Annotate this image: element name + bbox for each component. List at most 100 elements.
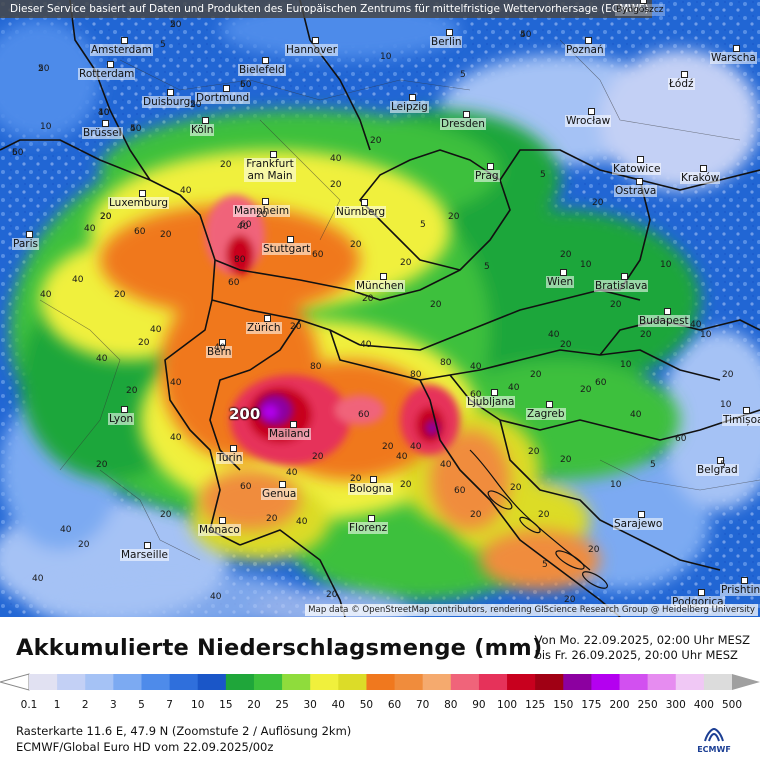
scale-swatch [619, 674, 649, 690]
scale-label: 15 [219, 699, 233, 711]
city-label[interactable]: Leipzig [390, 94, 429, 113]
city-label[interactable]: Poznań [565, 37, 605, 56]
contour-value: 20 [160, 230, 172, 240]
contour-value: 20 [400, 258, 412, 268]
contour-value: 40 [84, 224, 96, 234]
contour-value: 60 [470, 390, 482, 400]
scale-swatch [478, 674, 508, 690]
city-label[interactable]: Bern [206, 339, 233, 358]
contour-value: 20 [266, 514, 278, 524]
scale-swatch [141, 674, 171, 690]
contour-value: 60 [240, 220, 252, 230]
city-label[interactable]: Dresden [440, 111, 486, 130]
contour-value: 5 [170, 20, 176, 30]
city-label[interactable]: Zagreb [526, 401, 566, 420]
precipitation-map[interactable]: Dieser Service basiert auf Daten und Pro… [0, 0, 760, 617]
contour-value: 20 [160, 510, 172, 520]
contour-value: 5 [540, 170, 546, 180]
city-label[interactable]: Lyon [108, 406, 135, 425]
city-label[interactable]: Köln [190, 117, 215, 136]
contour-value: 20 [528, 447, 540, 457]
city-label[interactable]: Ostrava [614, 178, 658, 197]
city-label[interactable]: Zürich [246, 315, 282, 334]
city-label[interactable]: Ljubljana [466, 389, 516, 408]
contour-value: 5 [160, 40, 166, 50]
city-label[interactable]: Luxemburg [108, 190, 170, 209]
city-label[interactable]: Bratislava [594, 273, 649, 292]
contour-value: 20 [100, 212, 112, 222]
city-label[interactable]: Berlin [430, 29, 463, 48]
city-label[interactable]: Budapest [638, 308, 690, 327]
contour-value: 40 [396, 452, 408, 462]
contour-value: 20 [100, 212, 112, 222]
city-label[interactable]: München [355, 273, 405, 292]
scale-label: 300 [665, 699, 686, 711]
city-label[interactable]: Timișoa [722, 407, 760, 426]
contour-value: 5 [12, 148, 18, 158]
contour-value: 20 [538, 510, 550, 520]
scale-swatch [225, 674, 255, 690]
scale-label: 150 [553, 699, 574, 711]
city-marker [462, 111, 470, 118]
city-label[interactable]: Monaco [198, 517, 241, 536]
city-label[interactable]: Łódź [668, 71, 695, 90]
contour-value: 20 [190, 100, 202, 110]
city-label[interactable]: Wrocław [565, 108, 612, 127]
city-label[interactable]: Marseille [120, 542, 169, 561]
city-label[interactable]: Duisburg [142, 89, 192, 108]
scale-label: 90 [472, 699, 486, 711]
city-label[interactable]: Warscha [710, 45, 757, 64]
scale-label: 3 [110, 699, 117, 711]
scale-arrow-left [0, 673, 30, 691]
scale-swatch [675, 674, 705, 690]
city-marker [25, 231, 33, 238]
contour-value: 60 [358, 410, 370, 420]
contour-value: 10 [610, 480, 622, 490]
scale-label: 0.1 [20, 699, 38, 711]
city-label[interactable]: Bydgoszcz [615, 0, 665, 16]
city-label[interactable]: Frankfurt am Main [244, 151, 296, 182]
city-label[interactable]: Belgrad [696, 457, 739, 476]
city-label[interactable]: Katowice [612, 156, 662, 175]
scale-swatch [85, 674, 114, 690]
city-label[interactable]: Mannheim [233, 198, 291, 217]
contour-value: 40 [130, 124, 142, 134]
contour-value: 10 [98, 108, 110, 118]
city-label[interactable]: Mailand [268, 421, 312, 440]
city-marker [263, 315, 271, 322]
city-label[interactable]: Brüssel [82, 120, 123, 139]
contour-value: 60 [240, 482, 252, 492]
city-label[interactable]: Nürnberg [335, 199, 387, 218]
contour-value: 5 [520, 30, 526, 40]
city-label[interactable]: Amsterdam [90, 37, 153, 56]
scale-arrow-right [732, 674, 760, 690]
city-label[interactable]: Prishtin [720, 577, 760, 596]
city-label[interactable]: Turin [216, 445, 244, 464]
contour-value: 10 [660, 260, 672, 270]
city-label[interactable]: Sarajewo [613, 511, 664, 530]
city-label[interactable]: Bologna [348, 476, 393, 495]
city-label[interactable]: Paris [12, 231, 39, 250]
contour-value: 20 [610, 300, 622, 310]
scale-swatch [338, 674, 367, 690]
contour-value: 10 [700, 330, 712, 340]
city-label[interactable]: Kraków [680, 165, 721, 184]
city-label[interactable]: Bielefeld [238, 57, 286, 76]
city-label[interactable]: Stuttgart [262, 236, 312, 255]
city-label[interactable]: Rotterdam [78, 61, 136, 80]
contour-value: 40 [180, 186, 192, 196]
city-marker [717, 457, 725, 464]
contour-value: 20 [350, 474, 362, 484]
city-label[interactable]: Prag [474, 163, 500, 182]
city-label[interactable]: Dortmund [195, 85, 251, 104]
city-marker [584, 37, 592, 44]
contour-value: 5 [240, 80, 246, 90]
city-label[interactable]: Hannover [285, 37, 339, 56]
contour-value: 20 [448, 212, 460, 222]
contour-value: 20 [400, 480, 412, 490]
contour-value: 40 [330, 154, 342, 164]
city-label[interactable]: Wien [546, 269, 575, 288]
contour-value: 40 [72, 275, 84, 285]
city-label[interactable]: Florenz [348, 515, 389, 534]
city-label[interactable]: Genua [261, 481, 298, 500]
